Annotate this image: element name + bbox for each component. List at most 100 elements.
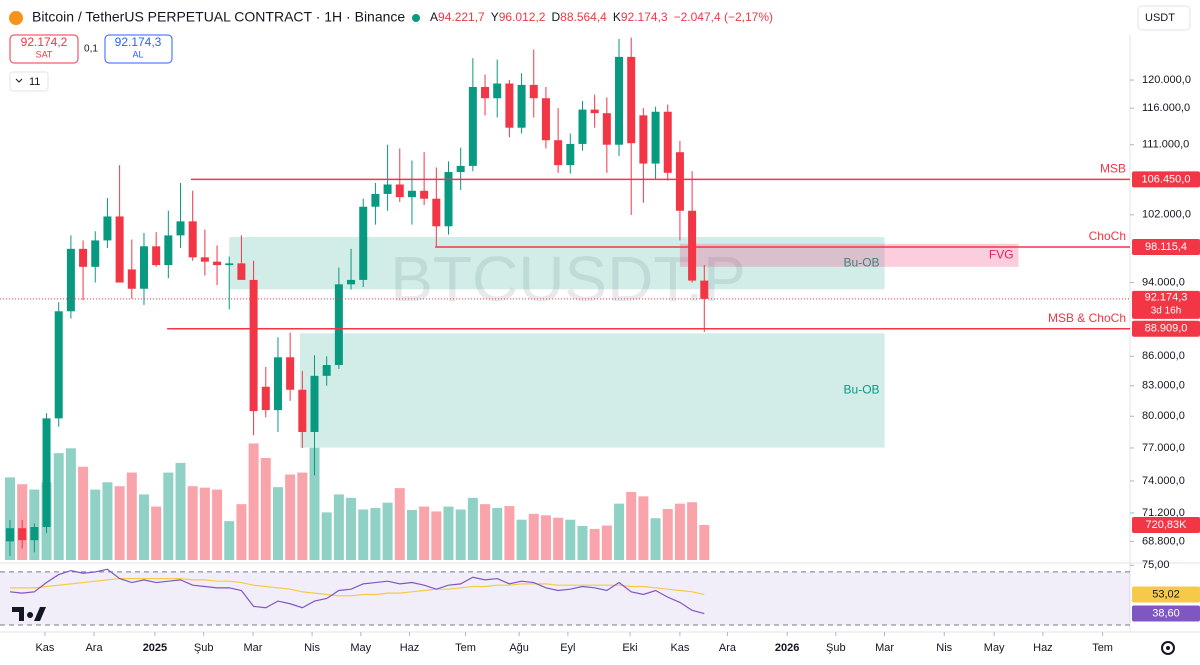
volume-bar (333, 494, 344, 560)
volume-bar (589, 528, 600, 560)
level-tag-bg (1132, 239, 1200, 256)
zone-label: Bu-OB (844, 383, 880, 397)
rsi-ma-line (9, 577, 705, 597)
volume-bar (370, 508, 381, 560)
candle-body (152, 246, 161, 266)
volume-bar (638, 496, 649, 560)
ohlc-value: 92.174,3 (621, 10, 668, 24)
volume-bar (4, 477, 15, 560)
x-tick-label: Eyl (560, 642, 575, 654)
volume-bar (126, 472, 137, 560)
currency-button[interactable] (1137, 5, 1191, 31)
buy-label[interactable]: AL (132, 49, 143, 59)
ohlc-value: 96.012,2 (499, 10, 546, 24)
candle-body (213, 261, 222, 266)
candle-body (115, 216, 124, 283)
volume-bar (699, 524, 710, 560)
volume-bar (272, 487, 283, 560)
volume-bar (406, 509, 417, 560)
candle-body (5, 528, 14, 542)
level-tag-label: 106.450,0 (1142, 173, 1191, 185)
candle-body (30, 527, 39, 541)
candle-body (468, 86, 477, 166)
x-tick-label: 2026 (775, 642, 799, 654)
candle-body (127, 269, 136, 289)
candle-body (371, 193, 380, 207)
level-tag-label: 98.115,4 (1145, 241, 1187, 253)
candle-body (18, 528, 27, 541)
volume-bar (443, 506, 454, 560)
candle-body (541, 98, 550, 141)
x-tick-label: Kas (670, 642, 689, 654)
sell-price[interactable]: 92.174,2 (21, 35, 68, 49)
volume-bar (151, 506, 162, 560)
candle-body (66, 248, 75, 312)
indicator-count[interactable]: 11 (29, 76, 40, 88)
x-tick-label: Ara (719, 642, 737, 654)
candle-body (688, 210, 697, 281)
rsi-ma-tag-label: 53,02 (1152, 588, 1180, 600)
rsi-tag: 38,60 (1132, 605, 1200, 622)
candle-body (615, 56, 624, 145)
candle-body (602, 113, 611, 145)
volume-tag: 720,83K (1132, 516, 1200, 533)
y-tick-label: 83.000,0 (1142, 380, 1185, 392)
volume-bar (78, 466, 89, 560)
volume-bar (687, 502, 698, 560)
symbol-title: Bitcoin / TetherUS PERPETUAL CONTRACT · … (32, 9, 405, 25)
volume-bar (102, 482, 113, 560)
buy-price[interactable]: 92.174,3 (115, 35, 162, 49)
sell-label[interactable]: SAT (36, 49, 53, 59)
ohlc-key: K (613, 10, 621, 24)
volume-bar (138, 494, 149, 560)
candle-body (651, 111, 660, 164)
buy-button[interactable] (104, 34, 173, 64)
level-tag-label: 88.909,0 (1145, 323, 1188, 335)
candle-body (42, 418, 51, 528)
tv-logo (12, 607, 46, 621)
ohlc-key: D (551, 10, 560, 24)
x-tick-label: Ağu (509, 642, 529, 654)
ohlc-change: −2.047,4 (−2,17%) (674, 10, 773, 24)
level-name: MSB & ChoCh (1048, 311, 1126, 325)
x-tick-label: Nis (304, 642, 320, 654)
status-dot (412, 14, 420, 22)
rsi-tick-label: 75,00 (1142, 559, 1170, 571)
candle-body (639, 115, 648, 164)
rsi-tag-label: 38,60 (1152, 607, 1180, 619)
x-tick-label: Nis (936, 642, 952, 654)
x-tick-label: Mar (244, 642, 263, 654)
volume-bar (626, 492, 637, 560)
volume-bar (419, 506, 430, 560)
volume-bar (431, 511, 442, 560)
level-name: MSB (1100, 162, 1126, 176)
currency[interactable]: USDT (1145, 12, 1175, 24)
ohlc-key: Y (491, 10, 499, 24)
volume-bar (175, 462, 186, 560)
level-tag: 88.909,0 (1132, 320, 1200, 337)
candle-body (529, 84, 538, 99)
candle-body (164, 235, 173, 266)
watermark: BTCUSDT.P (390, 243, 746, 315)
y-tick-label: 94.000,0 (1142, 276, 1185, 288)
countdown: 3d 16h (1151, 305, 1182, 316)
sell-button[interactable] (9, 34, 79, 64)
level-tag-bg (1132, 171, 1200, 188)
volume-bar (187, 486, 198, 560)
volume-bar (90, 489, 101, 560)
rsi-tag-bg (1132, 605, 1200, 622)
x-tick-label: Haz (400, 642, 420, 654)
settings-gear[interactable] (1161, 641, 1175, 655)
indicators-toggle[interactable] (9, 71, 49, 92)
zone-label: Bu-OB (844, 255, 880, 269)
volume-bar (577, 526, 588, 560)
candle-body (54, 311, 63, 419)
volume-bar (224, 521, 235, 560)
candle-body (273, 357, 282, 411)
volume-bar (455, 509, 466, 560)
x-tick-label: Ara (85, 642, 103, 654)
plot-layer: 68.800,0 71.200,0 74.000,0 77.000,0 80.000,0… (0, 35, 1200, 654)
x-tick-label: Kas (35, 642, 54, 654)
